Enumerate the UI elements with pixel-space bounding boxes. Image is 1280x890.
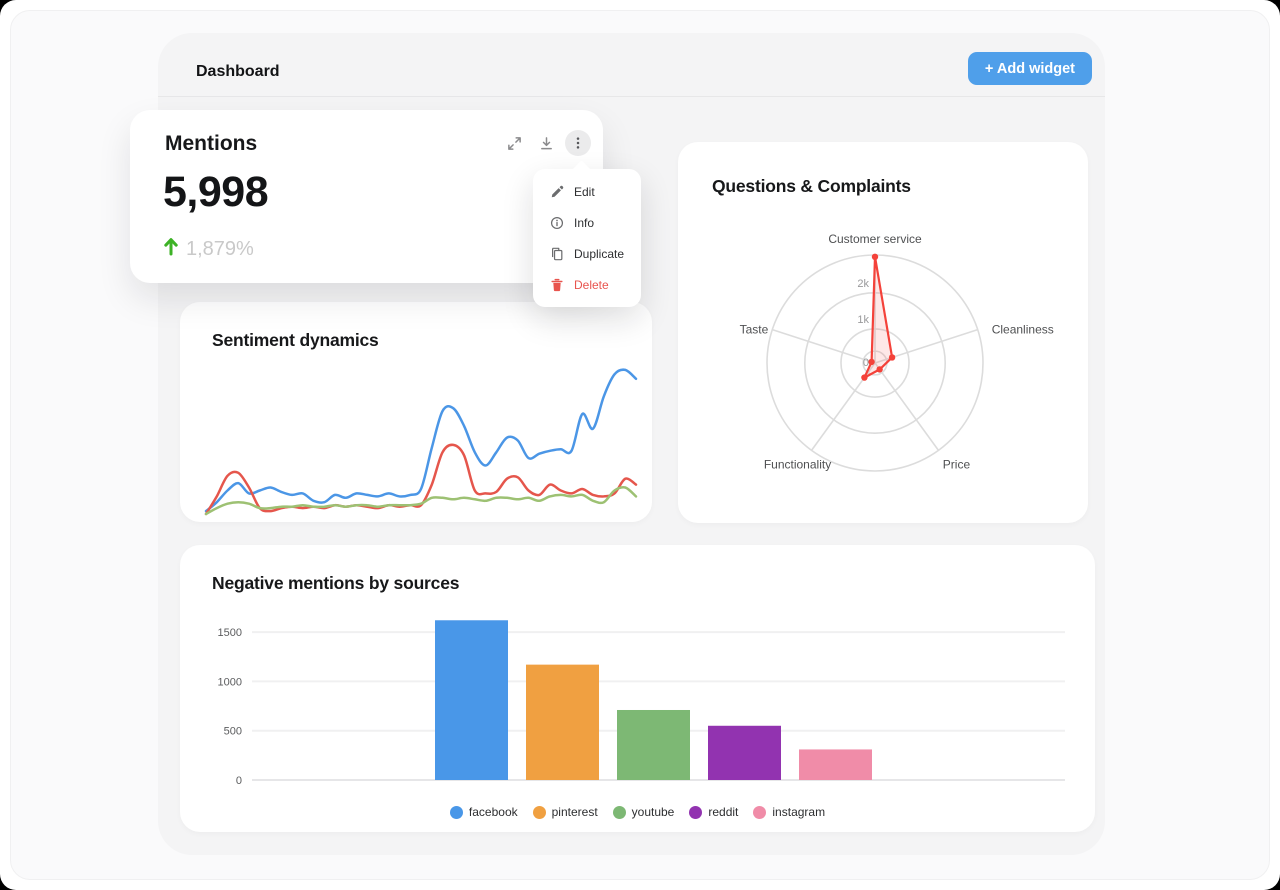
legend-label: reddit — [708, 805, 739, 819]
menu-item-label: Info — [574, 215, 595, 230]
page-title: Dashboard — [196, 63, 280, 80]
legend-item-instagram[interactable]: instagram — [753, 805, 825, 819]
duplicate-icon — [549, 246, 564, 261]
legend-label: youtube — [631, 805, 675, 819]
svg-text:Functionality: Functionality — [764, 457, 831, 471]
negative-mentions-bar-chart: 0 500 1000 1500 — [218, 620, 1065, 787]
legend-item-reddit[interactable]: reddit — [689, 805, 738, 819]
negative-mentions-widget: Negative mentions by sources 0 500 1000 150… — [180, 545, 1095, 832]
svg-text:2k: 2k — [857, 278, 869, 290]
trash-icon — [549, 277, 564, 292]
legend-dot — [753, 805, 767, 819]
info-icon — [549, 215, 564, 230]
menu-item-duplicate[interactable]: Duplicate — [533, 238, 641, 269]
legend-dot — [612, 805, 626, 819]
menu-item-edit[interactable]: Edit — [533, 176, 641, 207]
download-icon[interactable] — [533, 130, 559, 156]
complaints-radar-chart: 1k 2k 0 Customer service Cleanliness Price Fun… — [740, 232, 1054, 472]
mentions-value: 5,998 — [163, 168, 269, 216]
legend-dot — [449, 805, 463, 819]
widget-toolbar — [501, 130, 591, 156]
legend-label: pinterest — [551, 805, 598, 819]
menu-item-info[interactable]: Info — [533, 207, 641, 238]
menu-item-delete[interactable]: Delete — [533, 269, 641, 300]
svg-text:1000: 1000 — [218, 676, 242, 688]
questions-complaints-widget: Questions & Complaints 1k 2k 0 Customer ser… — [678, 142, 1088, 523]
svg-text:1500: 1500 — [218, 627, 242, 639]
svg-text:0: 0 — [236, 775, 242, 787]
mentions-growth: 1,879% — [163, 236, 254, 262]
mentions-title: Mentions — [165, 132, 258, 155]
header-divider — [158, 96, 1105, 97]
svg-text:Customer service: Customer service — [828, 232, 922, 246]
svg-text:Taste: Taste — [740, 323, 769, 337]
legend-item-pinterest[interactable]: pinterest — [532, 805, 598, 819]
svg-text:1k: 1k — [857, 314, 869, 326]
expand-icon[interactable] — [501, 130, 527, 156]
add-widget-button[interactable]: + Add widget — [967, 52, 1092, 85]
mentions-growth-value: 1,879% — [186, 237, 254, 260]
menu-item-label: Delete — [574, 277, 609, 292]
menu-item-label: Edit — [574, 184, 595, 199]
svg-text:Price: Price — [943, 457, 971, 471]
legend-dot — [532, 805, 546, 819]
kebab-menu-icon[interactable] — [565, 130, 591, 156]
bar-chart-legend: facebook pinterest youtube reddit instagram — [180, 805, 1095, 819]
svg-text:0: 0 — [863, 357, 869, 369]
svg-text:Cleanliness: Cleanliness — [992, 323, 1054, 337]
legend-label: instagram — [772, 805, 826, 819]
widget-context-menu: Edit Info Duplicate Delete — [533, 160, 641, 307]
sentiment-dynamics-widget: Sentiment dynamics — [180, 302, 652, 522]
svg-text:500: 500 — [224, 726, 242, 738]
radar-chart-title: Questions & Complaints — [712, 176, 911, 196]
sentiment-chart-title: Sentiment dynamics — [212, 330, 379, 350]
menu-item-label: Duplicate — [574, 246, 625, 261]
legend-item-youtube[interactable]: youtube — [612, 805, 675, 819]
mentions-widget: Mentions 5,998 1,879% — [130, 110, 603, 283]
growth-up-arrow-icon — [163, 236, 179, 262]
sentiment-line-chart — [204, 368, 638, 516]
bar-chart-title: Negative mentions by sources — [212, 573, 460, 593]
legend-label: facebook — [468, 805, 518, 819]
legend-item-facebook[interactable]: facebook — [449, 805, 518, 819]
legend-dot — [689, 805, 703, 819]
pencil-icon — [549, 184, 564, 199]
